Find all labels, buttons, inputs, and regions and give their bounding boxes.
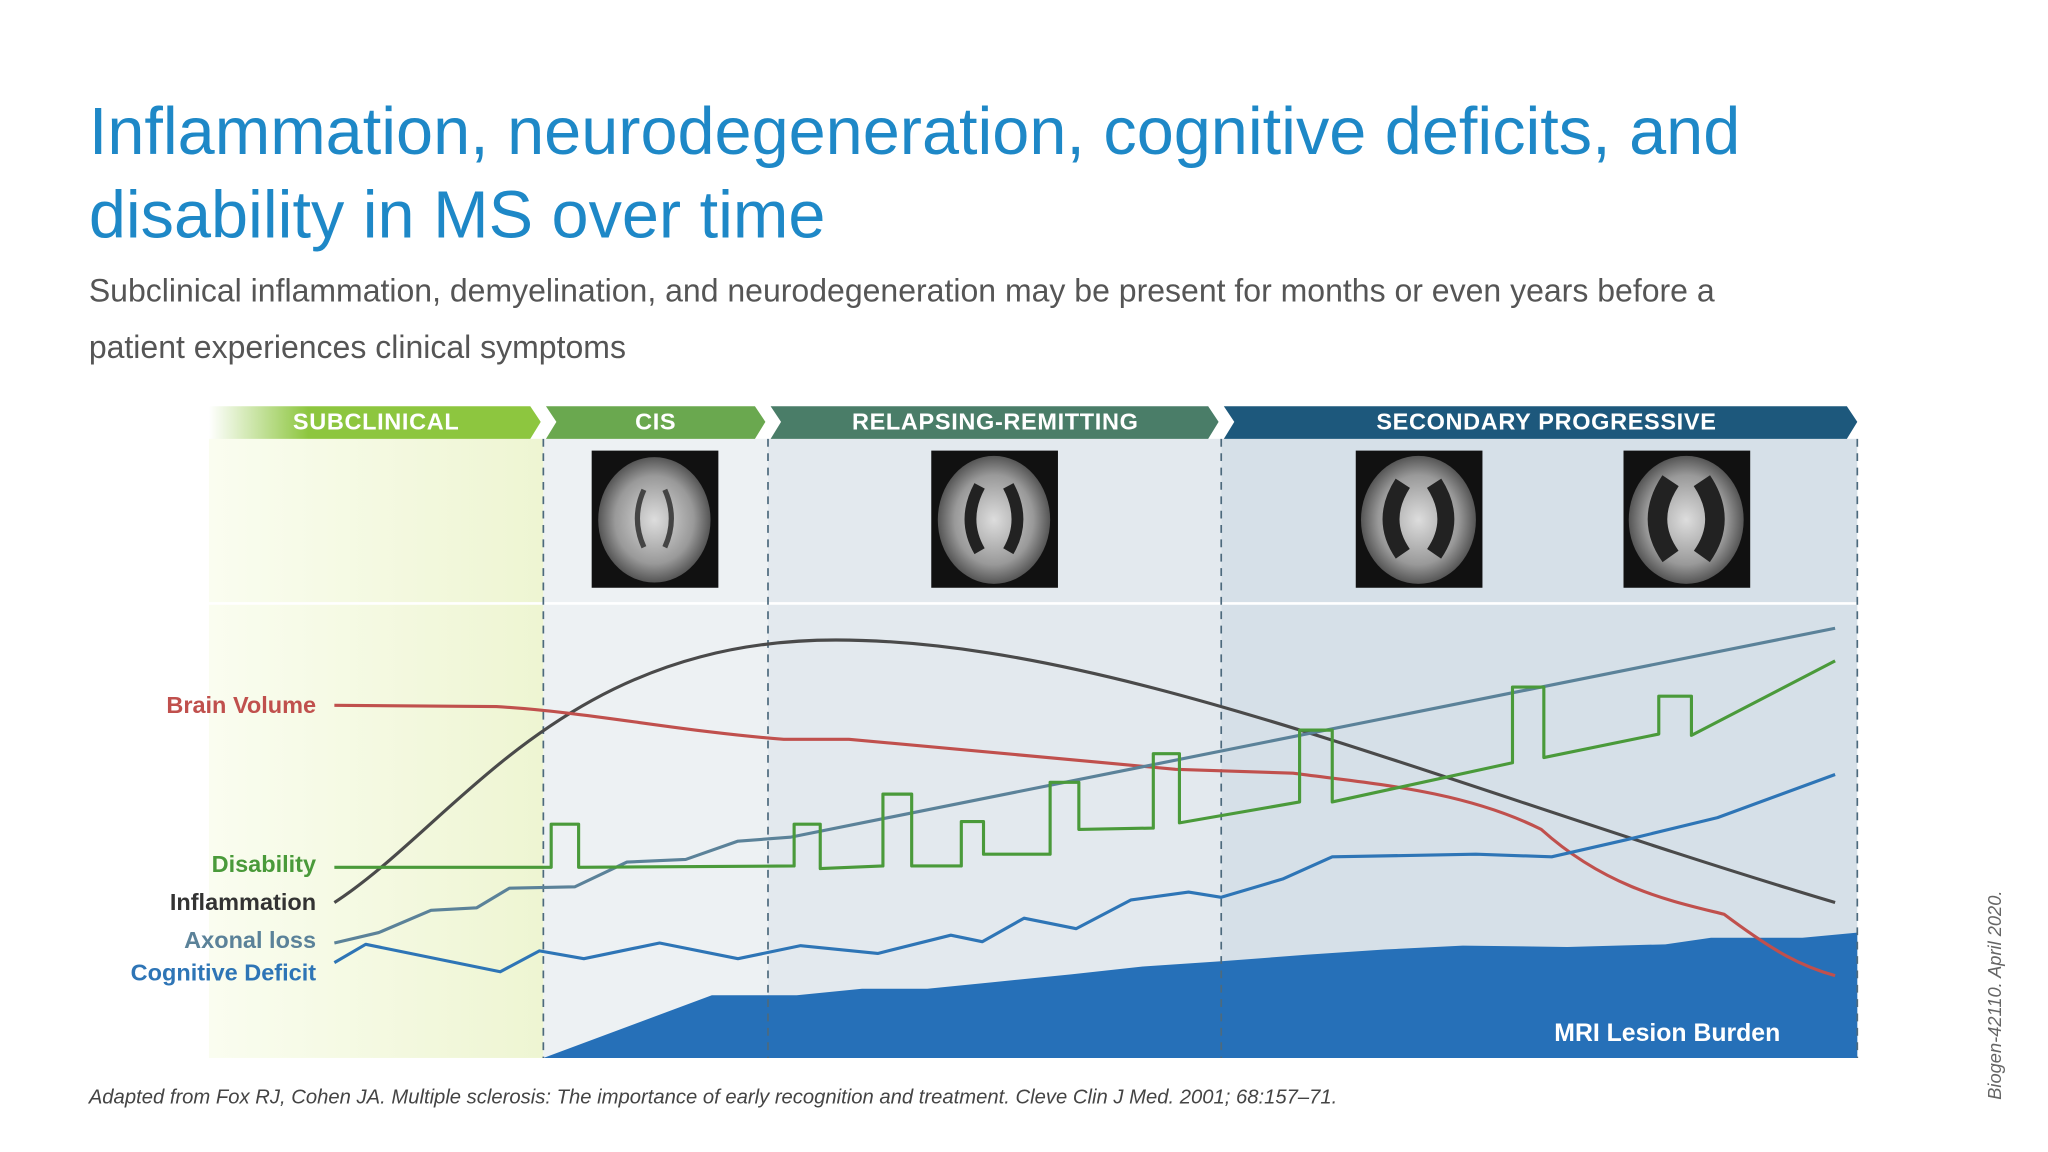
curve-label: Brain Volume (166, 692, 316, 718)
mri-image (1623, 450, 1751, 588)
phase-banner (545, 406, 766, 439)
axonal-loss-curve (334, 626, 1836, 945)
phase-label: CIS (635, 408, 676, 434)
phase-label: SUBCLINICAL (293, 408, 459, 434)
subtitle-line: Subclinical inflammation, demyelination,… (89, 273, 1715, 309)
curve-label: Cognitive Deficit (131, 960, 317, 986)
mri-image (1355, 450, 1483, 588)
mri-image (931, 450, 1058, 588)
curve-label: Disability (212, 851, 316, 877)
brain-volume-curve (334, 703, 1836, 978)
side-note: Biogen-42110. April 2020. (1984, 891, 2005, 1100)
area-label: MRI Lesion Burden (1554, 1020, 1780, 1047)
inflammation-curve (333, 638, 1836, 905)
phase-background (208, 438, 544, 1058)
curve-label: Inflammation (170, 889, 316, 915)
title-line: Inflammation, neurodegeneration, cogniti… (89, 95, 1740, 169)
footnote: Adapted from Fox RJ, Cohen JA. Multiple … (88, 1087, 1337, 1109)
phase-banner (1223, 406, 1858, 439)
curve-label: Axonal loss (184, 927, 316, 953)
title-line: disability in MS over time (89, 179, 826, 253)
cognitive-deficit-curve (333, 773, 1836, 974)
lesion-area (543, 932, 1858, 1058)
phase-label: SECONDARY PROGRESSIVE (1376, 408, 1716, 434)
disability-curve (334, 659, 1836, 871)
phase-banner (770, 406, 1219, 439)
phase-banner (208, 406, 541, 439)
mri-image (591, 450, 719, 588)
phase-label: RELAPSING-REMITTING (852, 408, 1139, 434)
subtitle-line: patient experiences clinical symptoms (89, 329, 626, 365)
